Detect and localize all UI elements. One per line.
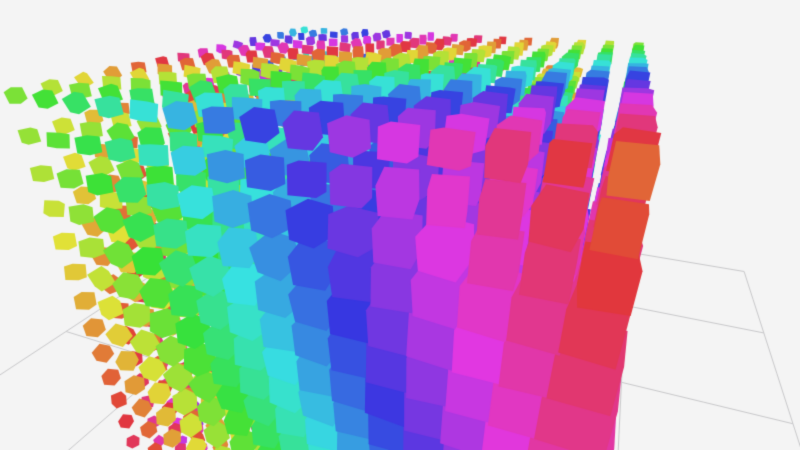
webgl-demo-stage <box>0 0 800 450</box>
3d-scene-canvas[interactable] <box>0 0 800 450</box>
page: { "scene": { "background_color": "#f4f4f… <box>0 0 800 450</box>
